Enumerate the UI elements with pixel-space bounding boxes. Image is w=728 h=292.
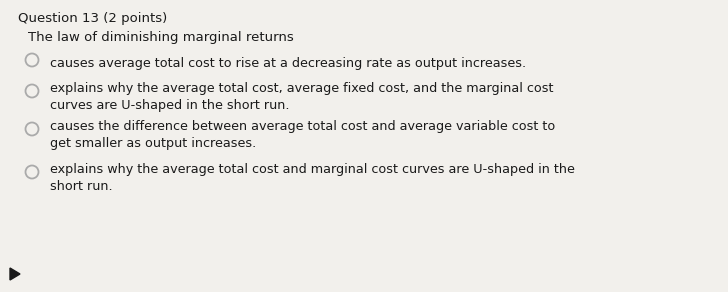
Text: explains why the average total cost and marginal cost curves are U-shaped in the: explains why the average total cost and … xyxy=(50,163,575,194)
Text: explains why the average total cost, average fixed cost, and the marginal cost
c: explains why the average total cost, ave… xyxy=(50,82,553,112)
Polygon shape xyxy=(10,268,20,280)
Text: The law of diminishing marginal returns: The law of diminishing marginal returns xyxy=(28,31,294,44)
Text: causes average total cost to rise at a decreasing rate as output increases.: causes average total cost to rise at a d… xyxy=(50,57,526,70)
Text: causes the difference between average total cost and average variable cost to
ge: causes the difference between average to… xyxy=(50,120,555,150)
Text: Question 13 (2 points): Question 13 (2 points) xyxy=(18,12,167,25)
